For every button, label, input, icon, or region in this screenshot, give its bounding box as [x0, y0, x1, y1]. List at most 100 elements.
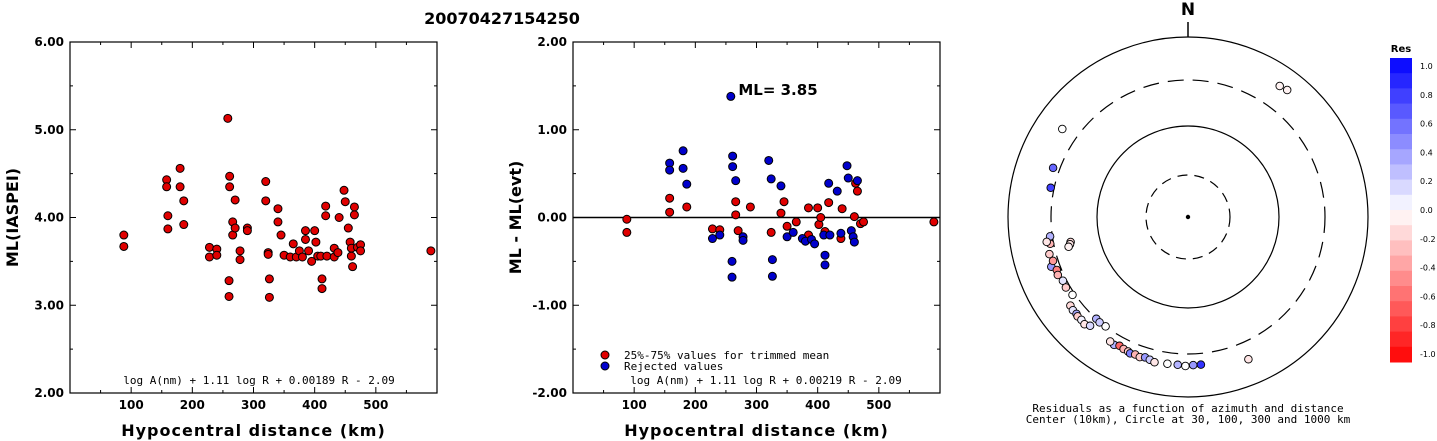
- data-point: [119, 230, 129, 240]
- colorbar-label: 0.4: [1420, 148, 1433, 157]
- station-point: [1045, 249, 1054, 259]
- colorbar-swatch: [1390, 88, 1412, 105]
- data-point: [310, 226, 320, 236]
- colorbar-swatch: [1390, 210, 1412, 226]
- data-point: [163, 224, 173, 234]
- data-point: [264, 292, 274, 302]
- data-point: [317, 284, 327, 294]
- data-point: [273, 217, 283, 227]
- station-point: [1061, 283, 1071, 292]
- y-axis-label: ML - ML(evt): [506, 161, 525, 275]
- y-tick-label: 0.00: [537, 211, 567, 225]
- data-point-rejected: [764, 155, 774, 165]
- data-point: [297, 252, 307, 262]
- data-point-rejected: [727, 272, 737, 282]
- x-tick-label: 500: [866, 398, 891, 412]
- station-point: [1053, 270, 1063, 280]
- colorbar-swatch: [1390, 225, 1412, 241]
- data-point-trimmed: [622, 227, 632, 237]
- data-point: [261, 177, 271, 187]
- data-point: [230, 223, 240, 233]
- data-point: [346, 251, 356, 261]
- colorbar-swatch: [1390, 103, 1412, 120]
- station-point: [1095, 318, 1104, 327]
- station-point: [1275, 81, 1284, 91]
- x-tick-label: 100: [119, 398, 144, 412]
- ring-30km: [1145, 174, 1231, 260]
- data-point: [339, 185, 349, 195]
- caption-line-1: Residuals as a function of azimuth and d…: [1032, 402, 1343, 415]
- data-point-rejected: [849, 237, 859, 247]
- data-point: [311, 237, 321, 247]
- ml-annotation: ML= 3.85: [738, 81, 817, 99]
- colorbar-swatch: [1390, 240, 1412, 257]
- data-point: [162, 182, 172, 192]
- colorbar-swatch: [1390, 164, 1412, 181]
- colorbar-swatch: [1390, 286, 1412, 302]
- data-point: [273, 204, 283, 214]
- data-point-trimmed: [665, 207, 675, 217]
- colorbar-swatch: [1390, 149, 1412, 165]
- data-point: [356, 246, 366, 256]
- colorbar-label: -0.8: [1420, 321, 1436, 330]
- data-point: [225, 171, 235, 181]
- colorbar-label: 1.0: [1420, 62, 1433, 71]
- data-point-rejected: [820, 260, 830, 270]
- data-point-rejected: [726, 91, 736, 101]
- colorbar-swatch: [1390, 255, 1412, 272]
- station-point: [1150, 357, 1159, 367]
- data-point-trimmed: [622, 214, 632, 224]
- colorbar-swatch: [1390, 301, 1412, 317]
- data-point-rejected: [707, 234, 717, 244]
- y-axis-label: ML(IASPEI): [3, 168, 22, 267]
- data-point: [288, 239, 298, 249]
- data-point-rejected: [727, 256, 737, 266]
- data-point: [340, 197, 350, 207]
- formula-text: log A(nm) + 1.11 log R + 0.00219 R - 2.0…: [630, 374, 902, 387]
- colorbar-swatch: [1390, 316, 1412, 333]
- data-point: [300, 234, 310, 244]
- station-point: [1046, 183, 1055, 193]
- data-point: [179, 220, 189, 230]
- data-point: [276, 230, 286, 240]
- data-point-rejected: [820, 250, 830, 260]
- colorbar-label: 0.6: [1420, 120, 1433, 129]
- data-point-trimmed: [816, 213, 826, 222]
- north-label: N: [1181, 0, 1195, 20]
- data-point-rejected: [767, 255, 777, 265]
- data-point-rejected: [842, 161, 852, 171]
- data-point-rejected: [843, 173, 853, 183]
- data-point: [235, 246, 245, 256]
- data-point-rejected: [715, 230, 725, 240]
- station-point: [1085, 321, 1095, 331]
- colorbar-swatch: [1390, 179, 1412, 196]
- data-point: [204, 252, 214, 262]
- data-point-trimmed: [782, 221, 792, 231]
- data-point-rejected: [728, 162, 738, 172]
- station-point: [1068, 290, 1077, 300]
- y-tick-label: 2.00: [537, 35, 567, 49]
- data-point: [225, 182, 235, 192]
- figure-title: 20070427154250: [424, 9, 580, 28]
- x-tick-label: 300: [241, 398, 266, 412]
- colorbar-label: -0.4: [1420, 264, 1436, 273]
- data-point-trimmed: [824, 198, 834, 208]
- data-point: [264, 274, 274, 284]
- data-point-trimmed: [707, 224, 717, 234]
- colorbar-swatch: [1390, 194, 1412, 211]
- panel-azimuth-residuals: N Residuals as a function of azimuth and …: [1007, 0, 1436, 426]
- colorbar-swatch: [1390, 58, 1412, 74]
- data-point-trimmed: [803, 203, 813, 213]
- data-point-trimmed: [731, 197, 741, 207]
- data-point-trimmed: [766, 227, 776, 237]
- data-point: [223, 113, 233, 123]
- data-point-rejected: [731, 176, 741, 186]
- data-point-trimmed: [665, 193, 675, 203]
- station-point: [1173, 360, 1182, 370]
- data-point: [119, 241, 129, 251]
- data-point: [321, 201, 331, 211]
- data-point-rejected: [678, 163, 688, 173]
- x-tick-label: 300: [744, 398, 769, 412]
- data-point-trimmed: [852, 186, 862, 196]
